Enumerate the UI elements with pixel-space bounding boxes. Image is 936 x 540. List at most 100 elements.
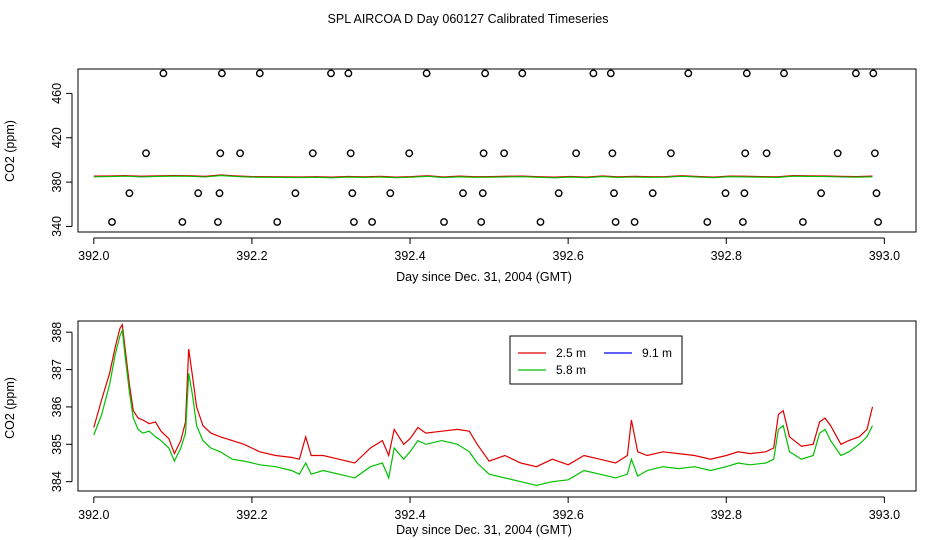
- top-data-point: [255, 69, 264, 78]
- top-data-point: [213, 218, 222, 226]
- top-data-point: [869, 69, 878, 78]
- top-data-point: [741, 149, 750, 158]
- top-data-point: [852, 69, 860, 78]
- top-data-point: [572, 149, 580, 158]
- top-data-point: [799, 218, 807, 226]
- top-data-point: [608, 149, 617, 158]
- figure-title: SPL AIRCOA D Day 060127 Calibrated Times…: [328, 12, 609, 26]
- legend-label-5-8m: 5.8 m: [556, 363, 586, 377]
- bot-x-tick-label: 392.6: [553, 508, 584, 522]
- top-data-point: [194, 189, 203, 198]
- top-data-point: [348, 189, 357, 198]
- top-x-tick-label: 392.8: [711, 249, 742, 263]
- top-data-point: [344, 69, 353, 78]
- bot-x-tick-label: 392.2: [236, 508, 267, 522]
- bottom-series-5-8-m: [93, 327, 874, 487]
- top-data-point: [684, 69, 693, 78]
- top-data-point: [386, 189, 395, 198]
- top-data-point: [108, 218, 116, 226]
- top-x-axis: 392.0 392.2 392.4 392.6 392.8 393.0: [78, 237, 900, 263]
- bot-y-tick-label: 387: [50, 359, 64, 380]
- top-data-point: [721, 189, 730, 198]
- top-data-point: [500, 149, 508, 158]
- top-data-point: [871, 149, 879, 158]
- top-data-point: [481, 69, 489, 78]
- top-data-point: [215, 189, 224, 198]
- top-data-point: [740, 189, 749, 198]
- bottom-panel: 392.0 392.2 392.4 392.6 392.8 393.0 384 385 386…: [3, 320, 917, 537]
- top-data-point: [703, 218, 712, 226]
- top-data-point: [630, 218, 639, 226]
- legend-label-2-5m: 2.5 m: [556, 346, 586, 360]
- top-x-label: Day since Dec. 31, 2004 (GMT): [396, 270, 572, 284]
- bottom-series-2-5-m: [93, 322, 874, 468]
- top-x-tick-label: 393.0: [869, 249, 900, 263]
- bot-y-tick-label: 385: [50, 434, 64, 455]
- top-data-points: [108, 69, 882, 226]
- top-data-point: [422, 69, 431, 78]
- top-panel: 392.0 392.2 392.4 392.6 392.8 393.0 340 380 420…: [3, 68, 917, 284]
- bottom-x-axis: 392.0 392.2 392.4 392.6 392.8 393.0: [78, 496, 900, 522]
- top-data-point: [606, 69, 615, 78]
- top-data-point: [518, 69, 527, 78]
- top-data-point: [817, 189, 825, 198]
- top-data-point: [762, 149, 771, 158]
- top-data-point: [833, 149, 842, 158]
- top-y-tick-label: 340: [50, 216, 64, 237]
- top-data-point: [216, 149, 225, 158]
- top-data-point: [780, 69, 788, 78]
- top-data-point: [440, 218, 448, 226]
- top-data-point: [125, 189, 134, 198]
- top-y-tick-label: 420: [50, 127, 64, 148]
- top-data-point: [349, 218, 358, 226]
- top-data-point: [589, 69, 598, 78]
- top-series-2-5m: [93, 174, 873, 178]
- top-x-tick-label: 392.4: [394, 249, 425, 263]
- top-data-point: [178, 218, 187, 226]
- top-x-tick-label: 392.0: [78, 249, 109, 263]
- bottom-y-label: CO2 (ppm): [3, 377, 17, 439]
- bottom-x-label: Day since Dec. 31, 2004 (GMT): [396, 523, 572, 537]
- top-data-point: [346, 149, 355, 158]
- bottom-y-axis: 384 385 386 387 388: [50, 322, 73, 492]
- bot-y-tick-label: 388: [50, 322, 64, 343]
- top-data-point: [610, 189, 618, 198]
- top-y-tick-label: 460: [50, 83, 64, 104]
- bottom-plot-frame: [77, 320, 917, 492]
- top-data-point: [874, 218, 882, 226]
- top-data-point: [477, 218, 486, 226]
- top-data-point: [368, 218, 376, 226]
- top-data-point: [742, 69, 751, 78]
- top-data-point: [739, 218, 747, 226]
- top-y-axis: 340 380 420 460: [50, 83, 73, 237]
- top-data-point: [159, 69, 168, 78]
- top-series-5-8m: [93, 175, 873, 179]
- top-data-point: [236, 149, 245, 158]
- top-data-point: [478, 189, 487, 198]
- top-data-point: [273, 218, 282, 226]
- bot-y-tick-label: 386: [50, 396, 64, 417]
- top-data-point: [611, 218, 620, 226]
- legend-box: [509, 335, 683, 385]
- top-data-point: [405, 149, 414, 158]
- bot-x-tick-label: 392.0: [78, 508, 109, 522]
- top-data-point: [648, 189, 657, 198]
- top-data-point: [308, 149, 317, 158]
- top-data-point: [872, 189, 881, 198]
- top-y-label: CO2 (ppm): [3, 120, 17, 182]
- top-data-point: [536, 218, 545, 226]
- top-data-point: [459, 189, 467, 198]
- top-series-lines: [93, 174, 873, 179]
- legend: 2.5 m 9.1 m 5.8 m: [509, 335, 683, 385]
- legend-label-9-1m: 9.1 m: [642, 346, 672, 360]
- bot-x-tick-label: 392.8: [711, 508, 742, 522]
- bot-x-tick-label: 393.0: [869, 508, 900, 522]
- top-data-point: [217, 69, 226, 78]
- top-data-point: [667, 149, 675, 158]
- top-data-point: [142, 149, 150, 158]
- top-x-tick-label: 392.6: [553, 249, 584, 263]
- top-data-point: [291, 189, 300, 198]
- top-data-point: [479, 149, 488, 158]
